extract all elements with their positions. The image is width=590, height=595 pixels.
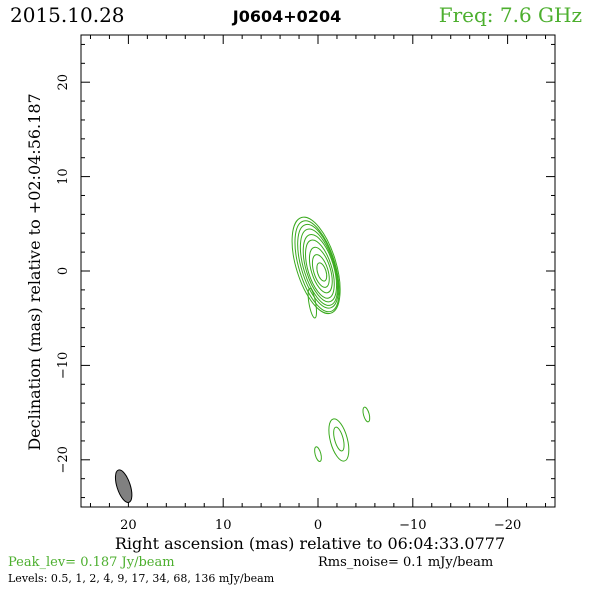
contour-core [305, 239, 335, 299]
contour-core [302, 234, 338, 303]
tick-labels: 20 10 0 −10 −20 20 10 0 −10 −20 [56, 74, 521, 533]
contour-core [316, 262, 328, 282]
y-tick-label: 20 [56, 74, 71, 91]
frequency-label: Freq: 7.6 GHz [439, 3, 582, 27]
contour-western-blob [362, 406, 371, 423]
x-tick-label: 10 [215, 518, 232, 533]
contour-core [297, 223, 339, 309]
x-tick-label: −10 [399, 518, 426, 533]
contour-core [299, 228, 339, 306]
contour-core [294, 220, 340, 313]
contour-eastern-blob [314, 446, 322, 462]
beam-group [114, 469, 133, 504]
observation-date: 2015.10.28 [10, 3, 125, 27]
y-tick-label: −20 [56, 446, 71, 473]
y-axis-label: Declination (mas) relative to +02:04:56.… [25, 93, 44, 450]
contour-core [311, 254, 330, 288]
contour-levels: Levels: 0.5, 1, 2, 4, 9, 17, 34, 68, 136… [8, 572, 275, 585]
beam-ellipse [114, 469, 133, 504]
contours-group [291, 216, 371, 462]
plot-frame [80, 34, 556, 508]
x-axis-label: Right ascension (mas) relative to 06:04:… [115, 534, 505, 553]
peak-level: Peak_lev= 0.187 Jy/beam [8, 555, 175, 570]
y-tick-label: −10 [56, 352, 71, 379]
x-tick-label: 0 [314, 518, 322, 533]
contour-southern-knot [328, 418, 350, 462]
axis-ticks [81, 35, 555, 507]
x-tick-label: −20 [494, 518, 521, 533]
source-name: J0604+0204 [232, 7, 341, 26]
y-tick-label: 10 [56, 168, 71, 185]
contour-core [291, 216, 341, 315]
y-tick-label: 0 [56, 267, 71, 275]
contour-extension [307, 287, 318, 319]
contour-southern-knot [333, 426, 345, 452]
x-tick-label: 20 [120, 518, 137, 533]
contour-core [308, 246, 333, 294]
rms-noise: Rms_noise= 0.1 mJy/beam [318, 555, 493, 570]
